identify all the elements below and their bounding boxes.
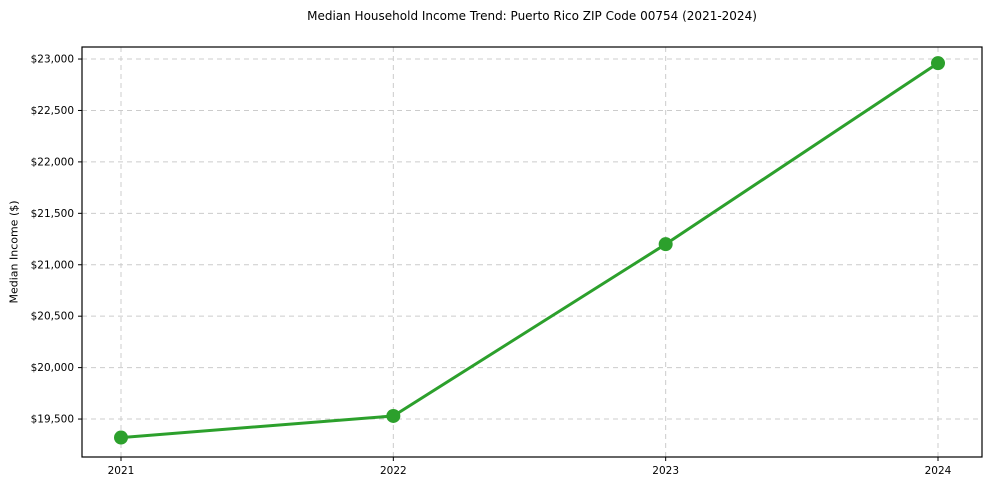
- y-tick-label: $20,500: [31, 311, 74, 323]
- y-tick-label: $23,000: [31, 54, 74, 66]
- y-tick-label: $21,000: [31, 259, 74, 271]
- y-tick-label: $21,500: [31, 208, 74, 220]
- income-trend-line: [119, 61, 940, 440]
- data-point: [114, 430, 128, 445]
- plot-frame: [81, 46, 983, 458]
- data-point: [386, 408, 401, 423]
- x-tick-label: 2024: [925, 465, 952, 477]
- y-tick-label: $22,000: [31, 156, 74, 168]
- y-tick-label: $20,000: [31, 362, 74, 374]
- x-tick-label: 2021: [108, 465, 135, 477]
- y-tick-label: $22,500: [31, 105, 74, 117]
- y-axis-label: Median Income ($): [7, 200, 21, 304]
- x-tick-label: 2023: [652, 465, 679, 477]
- chart-title: Median Household Income Trend: Puerto Ri…: [307, 9, 757, 23]
- data-point: [658, 237, 673, 252]
- data-point: [931, 56, 945, 71]
- x-tick-label: 2022: [380, 465, 407, 477]
- y-tick-label: $19,500: [31, 414, 74, 426]
